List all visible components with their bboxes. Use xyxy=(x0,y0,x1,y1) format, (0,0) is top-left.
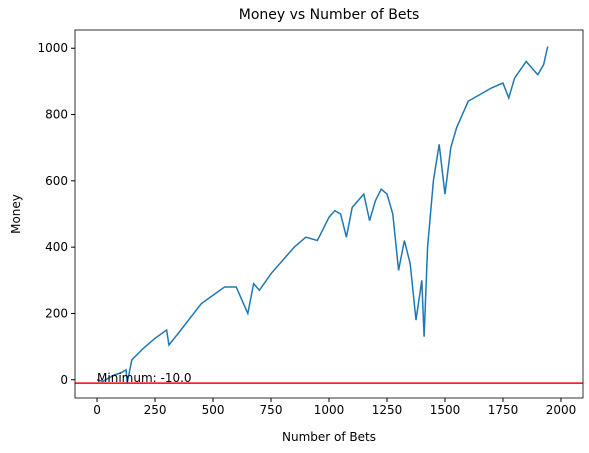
x-tick-label: 1750 xyxy=(488,403,519,417)
x-tick-label: 750 xyxy=(260,403,283,417)
y-axis-label: Money xyxy=(9,194,23,234)
plot-frame xyxy=(74,29,584,399)
y-tick-label: 1000 xyxy=(37,41,68,55)
x-tick-label: 0 xyxy=(93,403,101,417)
annotation: Minimum: -10.0 xyxy=(97,371,192,385)
y-tick-label: 800 xyxy=(45,108,68,122)
x-axis-label: Number of Bets xyxy=(282,430,376,444)
x-tick-label: 250 xyxy=(144,403,167,417)
x-tick-label: 1000 xyxy=(314,403,345,417)
x-tick-label: 1250 xyxy=(372,403,403,417)
y-tick-label: 400 xyxy=(45,240,68,254)
y-tick-label: 200 xyxy=(45,306,68,320)
data-line xyxy=(96,46,549,384)
chart-title: Money vs Number of Bets xyxy=(239,7,420,23)
x-tick-label: 2000 xyxy=(546,403,577,417)
x-tick-label: 500 xyxy=(202,403,225,417)
y-tick-label: 0 xyxy=(60,373,68,387)
x-tick-label: 1500 xyxy=(430,403,461,417)
y-tick-label: 600 xyxy=(45,174,68,188)
